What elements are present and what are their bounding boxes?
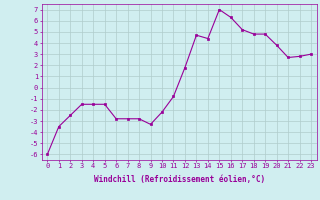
X-axis label: Windchill (Refroidissement éolien,°C): Windchill (Refroidissement éolien,°C)	[94, 175, 265, 184]
